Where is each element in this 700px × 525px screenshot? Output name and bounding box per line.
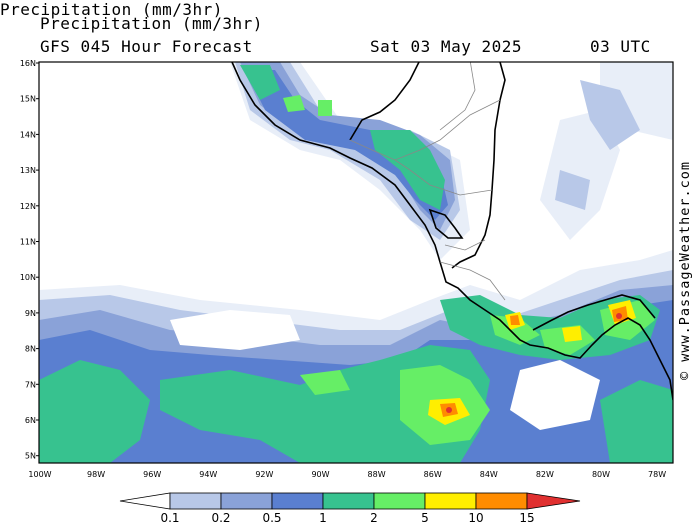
legend-color-box [322,492,375,510]
legend-label: 0.2 [211,511,230,525]
lat-tick-label: 8N [25,345,36,354]
lon-tick-label: 84W [480,470,498,479]
legend-label: 0.5 [262,511,281,525]
lat-tick-label: 10N [20,273,36,282]
legend-color-box [424,492,477,510]
lat-tick-label: 11N [20,238,36,247]
lon-tick-label: 90W [311,470,329,479]
chart-title: Precipitation (mm/3hr) [40,14,263,33]
legend-color-box [271,492,324,510]
forecast-time: 03 UTC [590,37,651,56]
map-frame [38,61,674,464]
forecast-subtitle: GFS 045 Hour Forecast [40,37,253,56]
lat-tick-label: 6N [25,416,36,425]
lat-tick-label: 7N [25,380,36,389]
lon-tick-label: 86W [424,470,442,479]
lon-tick-label: 94W [199,470,217,479]
country-borders [349,62,506,301]
legend-color-box [475,492,528,510]
legend-arrow-low [119,492,171,510]
credit-text: © www.PassageWeather.com [677,160,693,380]
lon-tick-label: 88W [368,470,386,479]
lat-tick-label: 15N [20,95,36,104]
lon-tick-label: 78W [648,470,666,479]
precip-field [39,62,673,463]
longitude-ticks: 100W 98W 96W 94W 92W 90W 88W 86W 84W 82W 80W 78W [28,470,666,479]
legend-label: 2 [370,511,378,525]
legend-color-box [373,492,426,510]
lat-tick-label: 5N [25,452,36,461]
legend-label: 15 [519,511,534,525]
lon-tick-label: 80W [592,470,610,479]
legend-label: 5 [421,511,429,525]
legend-color-box [220,492,273,510]
latitude-ticks: 16N 15N 14N 13N 12N 11N 10N 9N 8N 7N 6N 5N [20,59,39,461]
lon-tick-label: 82W [536,470,554,479]
lon-tick-label: 98W [87,470,105,479]
legend-label: 1 [319,511,327,525]
lat-tick-label: 9N [25,309,36,318]
lat-tick-label: 12N [20,202,36,211]
lat-tick-label: 13N [20,166,36,175]
lat-tick-label: 16N [20,59,36,68]
legend-label: 10 [468,511,483,525]
chart-title: Precipitation (mm/3hr) [0,0,223,19]
lon-tick-label: 100W [28,470,51,479]
lat-tick-label: 14N [20,130,36,139]
legend-arrow-high [526,492,581,510]
forecast-date: Sat 03 May 2025 [370,37,522,56]
lon-tick-label: 92W [255,470,273,479]
legend-label: 0.1 [160,511,179,525]
legend-color-box [169,492,222,510]
precipitation-legend: 0.1 0.2 0.5 1 2 5 10 15 [119,492,581,525]
lon-tick-label: 96W [143,470,161,479]
